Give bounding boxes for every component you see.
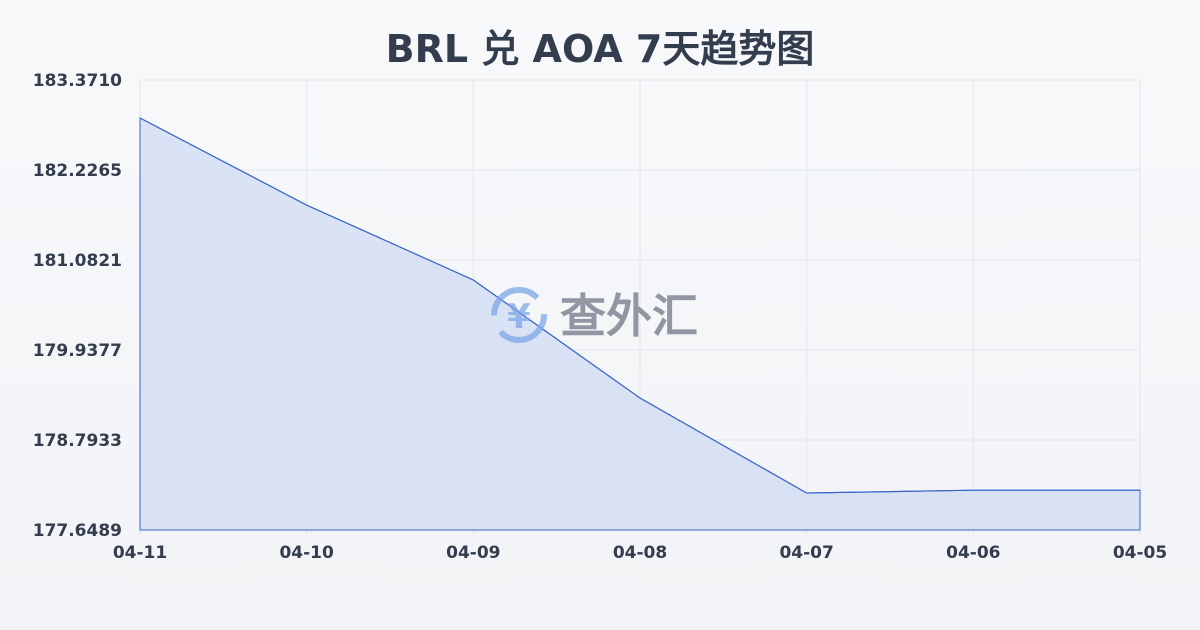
- x-tick-label: 04-09: [446, 543, 500, 563]
- x-tick-label: 04-11: [113, 543, 167, 563]
- watermark-logo: ¥ 查外汇: [491, 287, 698, 343]
- y-tick-label: 177.6489: [33, 521, 122, 541]
- chart-title: BRL 兑 AOA 7天趋势图: [385, 27, 815, 71]
- x-tick-label: 04-10: [279, 543, 334, 563]
- y-tick-label: 178.7933: [33, 431, 122, 451]
- y-tick-label: 181.0821: [33, 251, 122, 271]
- x-tick-label: 04-08: [613, 543, 667, 563]
- x-tick-label: 04-05: [1113, 543, 1167, 563]
- x-tick-label: 04-07: [779, 543, 833, 563]
- x-tick-label: 04-06: [946, 543, 1000, 563]
- y-tick-label: 182.2265: [33, 161, 122, 181]
- y-tick-label: 179.9377: [33, 341, 122, 361]
- svg-text:查外汇: 查外汇: [560, 289, 698, 343]
- y-tick-label: 183.3710: [33, 71, 122, 91]
- svg-text:¥: ¥: [507, 297, 531, 337]
